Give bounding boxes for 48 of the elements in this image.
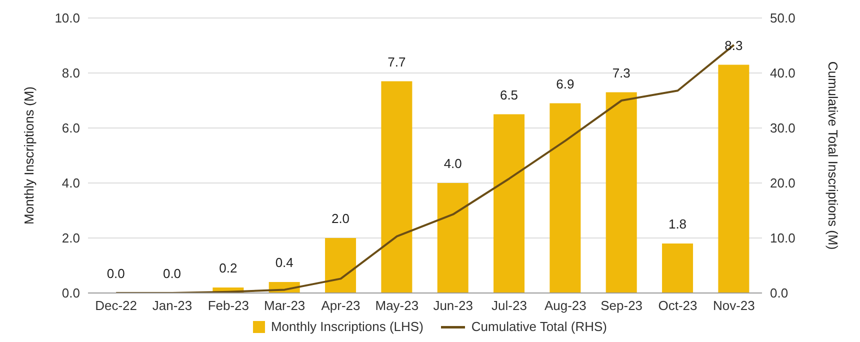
x-tick-label: Jul-23 (492, 298, 527, 314)
data-label: 6.9 (556, 76, 574, 92)
y2-axis-title: Cumulative Total Inscriptions (M) (826, 61, 841, 250)
y2-tick-label: 50.0 (770, 10, 796, 26)
data-label: 7.3 (612, 65, 630, 80)
x-tick-label: Feb-23 (208, 298, 250, 314)
x-tick-label: Apr-23 (321, 298, 360, 314)
y2-tick-label: 40.0 (770, 66, 796, 81)
legend-label: Cumulative Total (RHS) (471, 319, 608, 334)
x-tick-label: Sep-23 (600, 298, 643, 314)
y-tick-label: 8.0 (62, 66, 80, 81)
y2-tick-label: 10.0 (770, 230, 796, 246)
y2-tick-label: 20.0 (770, 176, 796, 191)
x-tick-label: Aug-23 (544, 298, 586, 314)
x-tick-label: Jun-23 (433, 298, 473, 314)
bar (718, 64, 750, 293)
data-label: 2.0 (331, 211, 350, 226)
data-label: 0.2 (219, 260, 238, 276)
data-label: 0.0 (106, 266, 125, 281)
y2-tick-label: 30.0 (770, 120, 796, 136)
data-label: 6.5 (500, 87, 518, 102)
y-tick-label: 6.0 (62, 120, 80, 136)
bar (606, 92, 637, 293)
y-tick-label: 10.0 (54, 10, 80, 26)
x-tick-label: Dec-22 (95, 298, 138, 314)
y-tick-label: 0.0 (62, 286, 80, 301)
x-tick-label: Oct-23 (658, 298, 698, 314)
y-tick-label: 4.0 (62, 176, 80, 191)
bar (550, 103, 581, 293)
y2-tick-label: 0.0 (770, 286, 788, 301)
y-tick-label: 2.0 (62, 230, 80, 246)
x-tick-label: Nov-23 (712, 298, 755, 314)
data-label: 1.8 (668, 216, 687, 232)
x-tick-label: May-23 (375, 298, 419, 314)
data-label: 0.0 (162, 266, 182, 281)
data-label: 8.3 (724, 38, 743, 53)
y-axis-title: Monthly Inscriptions (M) (21, 86, 36, 224)
data-label: 4.0 (444, 156, 462, 171)
data-label: 7.7 (388, 54, 406, 70)
x-tick-label: Mar-23 (264, 298, 306, 314)
bar (381, 81, 412, 293)
data-label: 0.4 (275, 255, 294, 270)
legend-label: Monthly Inscriptions (LHS) (270, 319, 424, 334)
bar (437, 183, 468, 293)
bar (325, 238, 356, 293)
bar (494, 114, 525, 293)
x-tick-label: Jan-23 (152, 298, 192, 314)
bar (662, 244, 694, 293)
